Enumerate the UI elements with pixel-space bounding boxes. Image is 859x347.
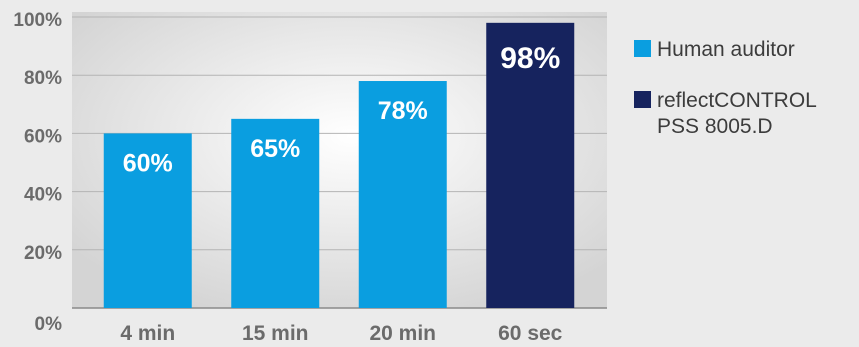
bar-data-label: 98% (500, 42, 560, 75)
bar (231, 118, 320, 308)
x-tick-label: 15 min (242, 322, 309, 345)
x-tick-label: 60 sec (498, 322, 563, 345)
legend-swatch (634, 40, 651, 57)
y-tick-label: 60% (24, 126, 62, 147)
bar (486, 22, 575, 308)
bar-data-label: 60% (123, 149, 173, 177)
bar (103, 133, 192, 308)
y-tick-label: 100% (13, 10, 62, 31)
legend-swatch (634, 91, 651, 108)
x-tick-label: 4 min (120, 322, 175, 345)
bar (358, 81, 447, 309)
bars: 60% 65% 78% 98% (103, 22, 575, 309)
y-tick-label: 40% (24, 185, 62, 206)
legend: Human auditor reflectCONTROL PSS 8005.D (634, 38, 817, 138)
bar-data-label: 65% (250, 135, 300, 163)
x-tick-label: 20 min (369, 322, 436, 345)
legend-label: reflectCONTROL PSS 8005.D (657, 89, 817, 138)
x-axis-ticks: 4 min 15 min 20 min 60 sec (120, 322, 562, 345)
y-tick-label: 0% (35, 314, 63, 335)
legend-label: Human auditor (657, 38, 795, 61)
y-tick-label: 80% (24, 68, 62, 89)
y-tick-label: 20% (24, 243, 62, 264)
y-axis-ticks: 0% 20% 40% 60% 80% 100% (13, 10, 62, 335)
bar-data-label: 78% (378, 97, 428, 125)
